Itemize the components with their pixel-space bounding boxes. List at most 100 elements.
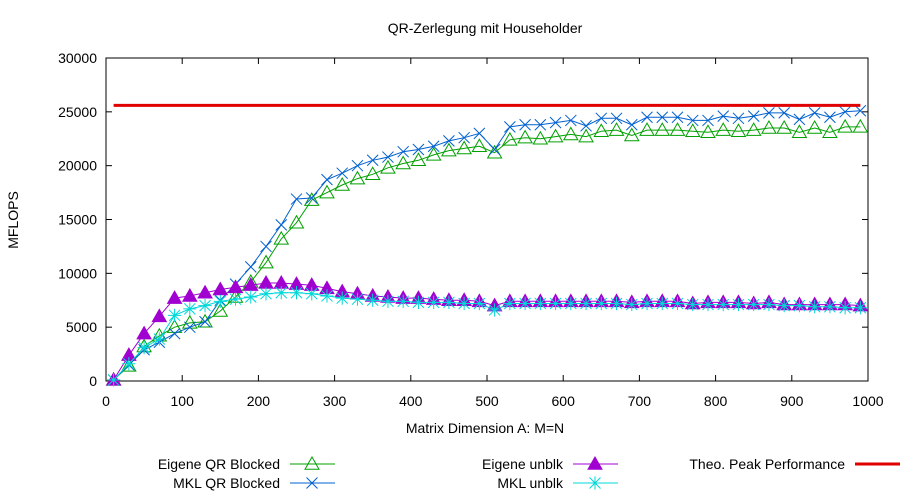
data-point [136,325,152,340]
series-3 [107,286,867,387]
data-point [763,107,775,119]
data-point [518,296,532,311]
data-point [593,123,610,137]
data-point [351,159,364,172]
data-point [244,290,258,304]
data-point [822,124,838,139]
legend-label: MKL QR Blocked [173,475,280,491]
legend-label: Eigene QR Blocked [158,456,280,472]
data-point [686,114,699,127]
data-point [762,297,776,312]
data-point [122,357,136,371]
data-point [198,299,212,313]
data-point [594,296,608,311]
legend-label: Theo. Peak Performance [689,456,845,472]
data-point [853,301,867,315]
data-point [806,119,823,134]
data-point [349,170,366,185]
series-1 [107,104,867,386]
series-2 [105,275,869,386]
data-point [608,122,625,136]
data-point [471,138,488,153]
data-point [213,294,227,308]
data-point [183,302,197,316]
chart-title: QR-Zerlegung mit Householder [388,20,583,36]
y-tick-label: 15000 [58,212,97,228]
data-point [700,124,716,139]
x-tick-label: 700 [628,393,652,409]
data-point [564,114,577,127]
series-layer [105,103,869,387]
x-tick-label: 100 [171,393,195,409]
data-point [578,128,594,143]
data-point [625,297,639,312]
data-point [761,119,777,134]
data-point [641,111,653,124]
data-point [486,144,503,159]
data-point [107,373,121,387]
data-point [533,296,547,311]
data-point [503,296,517,311]
data-point [791,124,808,139]
data-point [839,105,851,118]
data-point [730,123,747,137]
data-point [457,296,471,311]
data-point [458,131,470,144]
data-point [776,119,793,134]
x-axis-label: Matrix Dimension A: M=N [406,420,564,436]
data-point [273,230,290,245]
data-point [547,128,564,143]
data-point [623,127,640,142]
legend-label: Eigene unblk [482,456,564,472]
data-point [580,119,592,132]
data-point [212,303,229,317]
data-point [275,219,288,231]
y-tick-label: 0 [89,373,97,389]
series-line [113,282,861,381]
x-tick-label: 500 [475,393,499,409]
data-point [396,294,410,308]
y-tick-label: 25000 [58,104,97,120]
y-tick-label: 30000 [58,50,97,66]
data-point [320,289,334,303]
data-point [504,121,516,133]
data-point [517,129,533,144]
data-point [640,296,654,311]
data-point [610,112,623,125]
data-point [303,192,320,206]
data-point [410,152,427,167]
data-point [228,292,243,306]
data-point [792,299,807,313]
y-axis-label: MFLOPS [5,191,21,249]
data-point [305,192,318,204]
series-line [113,110,861,381]
y-tick-label: 10000 [58,265,97,281]
data-point [747,110,760,122]
data-point [183,321,196,334]
data-point [260,240,272,253]
data-point [595,112,608,125]
data-point [671,111,684,124]
data-point [381,294,395,308]
data-point [290,193,303,205]
data-point [854,104,867,117]
data-point [488,303,502,317]
data-point [258,254,274,269]
data-point [197,284,213,299]
data-point [702,114,714,127]
data-point [364,166,381,181]
data-point [366,293,380,307]
data-point [120,357,137,372]
data-point [167,308,182,322]
x-tick-label: 800 [704,393,728,409]
x-tick-label: 300 [323,393,347,409]
data-point [838,301,852,315]
data-point [564,296,578,311]
data-point [274,286,288,300]
x-tick-label: 600 [552,393,576,409]
data-point [442,295,456,310]
data-point [548,296,563,311]
data-point [579,296,593,311]
y-tick-label: 20000 [58,158,97,174]
